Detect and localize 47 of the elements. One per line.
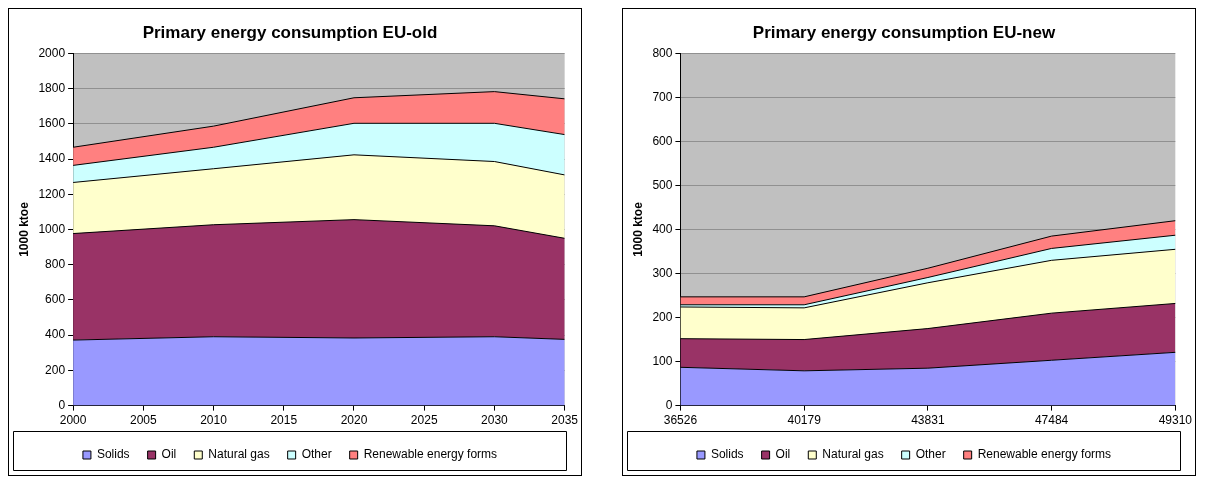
x-tick-label: 49310 bbox=[1158, 413, 1193, 428]
y-tick-label: 600 bbox=[45, 292, 66, 307]
y-tick-label: 800 bbox=[652, 45, 673, 60]
y-tick-label: 1000 bbox=[38, 221, 66, 236]
y-tick-label: 100 bbox=[652, 353, 673, 368]
legend-label: Solids bbox=[710, 447, 744, 462]
y-tick-label: 1400 bbox=[38, 151, 66, 166]
legend-label: Oil bbox=[775, 447, 791, 462]
y-tick-label: 600 bbox=[652, 133, 673, 148]
y-axis-title: 1000 ktoe bbox=[16, 201, 31, 257]
x-tick-label: 47484 bbox=[1034, 413, 1069, 428]
x-tick-label: 40179 bbox=[787, 413, 822, 428]
y-tick-label: 200 bbox=[652, 309, 673, 324]
y-tick-label: 2000 bbox=[38, 45, 66, 60]
y-tick-label: 0 bbox=[665, 397, 673, 412]
legend-label: Other bbox=[915, 447, 946, 462]
legend-label: Natural gas bbox=[208, 447, 270, 462]
legend-label: Natural gas bbox=[822, 447, 884, 462]
y-tick-label: 300 bbox=[652, 265, 673, 280]
legend-label: Solids bbox=[96, 447, 130, 462]
legend-label: Other bbox=[301, 447, 332, 462]
x-tick-label: 2035 bbox=[551, 413, 579, 428]
x-tick-label: 2015 bbox=[270, 413, 298, 428]
x-tick-label: 2030 bbox=[481, 413, 509, 428]
y-tick-label: 1200 bbox=[38, 186, 66, 201]
y-tick-label: 400 bbox=[45, 327, 66, 342]
y-tick-label: 1600 bbox=[38, 116, 66, 131]
x-tick-label: 2000 bbox=[59, 413, 87, 428]
y-tick-label: 1800 bbox=[38, 80, 66, 95]
x-tick-label: 2005 bbox=[129, 413, 157, 428]
y-tick-label: 400 bbox=[652, 221, 673, 236]
chart-title: Primary energy consumption EU-new bbox=[752, 22, 1056, 42]
x-tick-label: 36526 bbox=[663, 413, 698, 428]
legend-label: Oil bbox=[161, 447, 177, 462]
y-tick-label: 700 bbox=[652, 89, 673, 104]
legend-label: Renewable energy forms bbox=[977, 447, 1112, 462]
chart-title: Primary energy consumption EU-old bbox=[142, 22, 438, 42]
x-tick-label: 2020 bbox=[340, 413, 368, 428]
y-tick-label: 500 bbox=[652, 177, 673, 192]
y-tick-label: 200 bbox=[45, 362, 66, 377]
legend-label: Renewable energy forms bbox=[363, 447, 498, 462]
x-tick-label: 2025 bbox=[410, 413, 438, 428]
y-axis-title: 1000 ktoe bbox=[630, 201, 645, 257]
x-tick-label: 43831 bbox=[911, 413, 945, 428]
x-tick-label: 2010 bbox=[200, 413, 228, 428]
y-tick-label: 0 bbox=[58, 397, 66, 412]
y-tick-label: 800 bbox=[45, 257, 66, 272]
